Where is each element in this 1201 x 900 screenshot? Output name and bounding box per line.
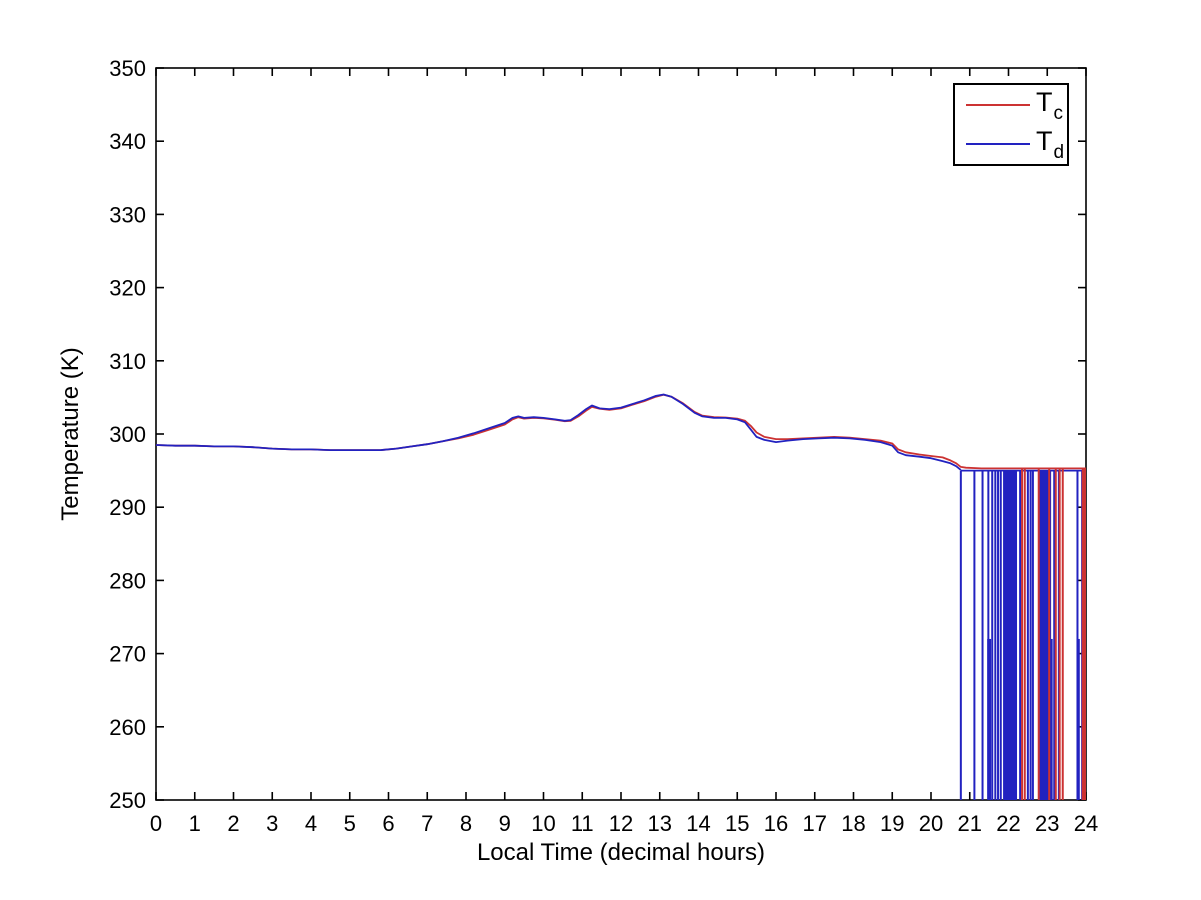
x-tick-label: 1 xyxy=(189,811,201,836)
y-tick-label: 330 xyxy=(109,202,146,227)
td-dropout-band xyxy=(1039,470,1052,800)
x-tick-label: 6 xyxy=(382,811,394,836)
y-axis-label: Temperature (K) xyxy=(57,347,84,520)
x-tick-label: 22 xyxy=(996,811,1020,836)
x-tick-label: 7 xyxy=(421,811,433,836)
x-tick-label: 21 xyxy=(958,811,982,836)
legend-label-td: Td xyxy=(1036,126,1065,164)
series-td-line xyxy=(155,393,962,471)
x-tick-label: 10 xyxy=(531,811,555,836)
x-tick-label: 14 xyxy=(686,811,710,836)
x-tick-label: 12 xyxy=(609,811,633,836)
series-tc-line xyxy=(155,393,1086,470)
y-tick-label: 340 xyxy=(109,129,146,154)
y-tick-label: 250 xyxy=(109,788,146,813)
x-tick-label: 23 xyxy=(1035,811,1059,836)
y-tick-label: 280 xyxy=(109,568,146,593)
x-tick-label: 16 xyxy=(764,811,788,836)
x-tick-label: 9 xyxy=(499,811,511,836)
y-tick-label: 300 xyxy=(109,422,146,447)
x-tick-label: 20 xyxy=(919,811,943,836)
plot-box xyxy=(155,67,1087,801)
y-tick-label: 320 xyxy=(109,276,146,301)
x-tick-label: 15 xyxy=(725,811,749,836)
y-tick-label: 350 xyxy=(109,56,146,81)
x-tick-label: 11 xyxy=(571,811,594,836)
x-tick-label: 2 xyxy=(227,811,239,836)
x-tick-label: 0 xyxy=(150,811,162,836)
y-tick-label: 260 xyxy=(109,715,146,740)
x-tick-label: 4 xyxy=(305,811,317,836)
x-tick-label: 19 xyxy=(880,811,904,836)
legend-entry-td: Td xyxy=(955,125,1067,164)
x-tick-label: 17 xyxy=(803,811,827,836)
legend: Tc Td xyxy=(953,83,1069,166)
x-tick-label: 3 xyxy=(266,811,278,836)
legend-label-tc: Tc xyxy=(1036,86,1063,124)
y-tick-label: 270 xyxy=(109,642,146,667)
td-dropout-band xyxy=(1003,470,1018,800)
x-tick-label: 5 xyxy=(344,811,356,836)
legend-entry-tc: Tc xyxy=(955,85,1067,124)
x-tick-label: 18 xyxy=(841,811,865,836)
tc-dropout-band xyxy=(1081,468,1086,800)
x-tick-label: 24 xyxy=(1074,811,1098,836)
y-tick-label: 290 xyxy=(109,495,146,520)
legend-line-sample-tc xyxy=(966,103,1030,106)
x-axis-label: Local Time (decimal hours) xyxy=(477,839,765,866)
legend-line-sample-td xyxy=(966,143,1030,146)
x-tick-label: 13 xyxy=(648,811,672,836)
y-tick-label: 310 xyxy=(109,349,146,374)
x-tick-label: 8 xyxy=(460,811,472,836)
